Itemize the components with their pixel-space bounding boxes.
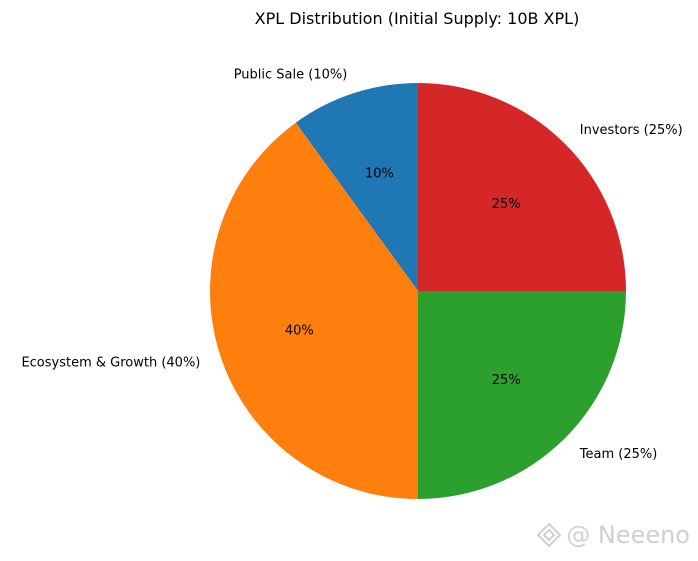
- slice-label: Team (25%): [579, 447, 658, 462]
- pie-slices: [210, 83, 626, 500]
- watermark-text: @ Neeeno: [566, 521, 690, 549]
- pie-slice: [418, 291, 626, 499]
- slice-percent-label: 10%: [365, 166, 394, 181]
- slice-label: Ecosystem & Growth (40%): [21, 356, 200, 371]
- pie-slice: [418, 83, 626, 291]
- watermark: @ Neeeno: [536, 521, 690, 549]
- chart-title: XPL Distribution (Initial Supply: 10B XP…: [255, 9, 580, 28]
- slice-percent-label: 40%: [285, 324, 314, 339]
- pie-labels: 10% Public Sale (10%) 40% Ecosystem & Growt…: [21, 67, 682, 461]
- slice-label: Public Sale (10%): [234, 67, 348, 82]
- pie-slice: [295, 83, 418, 291]
- slice-percent-label: 25%: [492, 373, 521, 388]
- diamond-logo-icon: [536, 522, 562, 548]
- slice-label: Investors (25%): [580, 123, 683, 138]
- pie-slice: [210, 122, 418, 500]
- slice-percent-label: 25%: [492, 197, 521, 212]
